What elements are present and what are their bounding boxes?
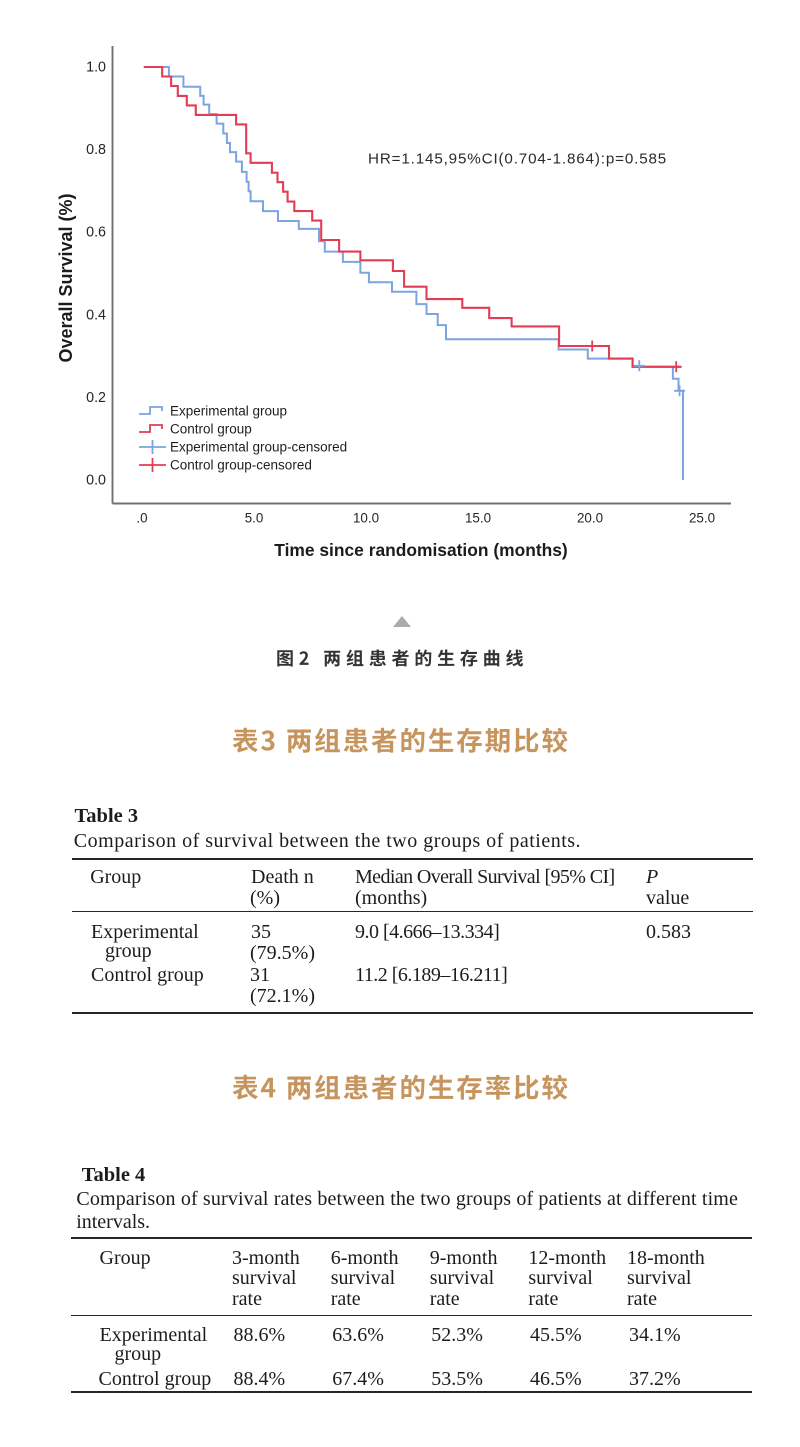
- svg-text:5.0: 5.0: [245, 511, 264, 526]
- svg-text:0.4: 0.4: [86, 307, 106, 323]
- svg-text:Experimental group: Experimental group: [170, 404, 287, 419]
- svg-text:Time since randomisation (mont: Time since randomisation (months): [274, 540, 567, 560]
- svg-text:20.0: 20.0: [577, 511, 603, 526]
- svg-text:15.0: 15.0: [465, 511, 491, 526]
- svg-text:0.0: 0.0: [86, 473, 106, 489]
- svg-text:HR=1.145,95%CI(0.704-1.864):p=: HR=1.145,95%CI(0.704-1.864):p=0.585: [368, 151, 667, 168]
- svg-text:.0: .0: [136, 511, 147, 526]
- svg-text:Experimental group-censored: Experimental group-censored: [170, 440, 347, 455]
- svg-text:0.2: 0.2: [86, 390, 106, 406]
- svg-text:Control group-censored: Control group-censored: [170, 458, 312, 473]
- svg-text:0.6: 0.6: [86, 225, 106, 241]
- svg-text:1.0: 1.0: [86, 60, 106, 76]
- svg-text:0.8: 0.8: [86, 142, 106, 158]
- svg-text:Control group: Control group: [170, 422, 252, 437]
- svg-text:10.0: 10.0: [353, 511, 379, 526]
- svg-text:Overall Survival (%): Overall Survival (%): [56, 193, 76, 362]
- svg-text:25.0: 25.0: [689, 511, 715, 526]
